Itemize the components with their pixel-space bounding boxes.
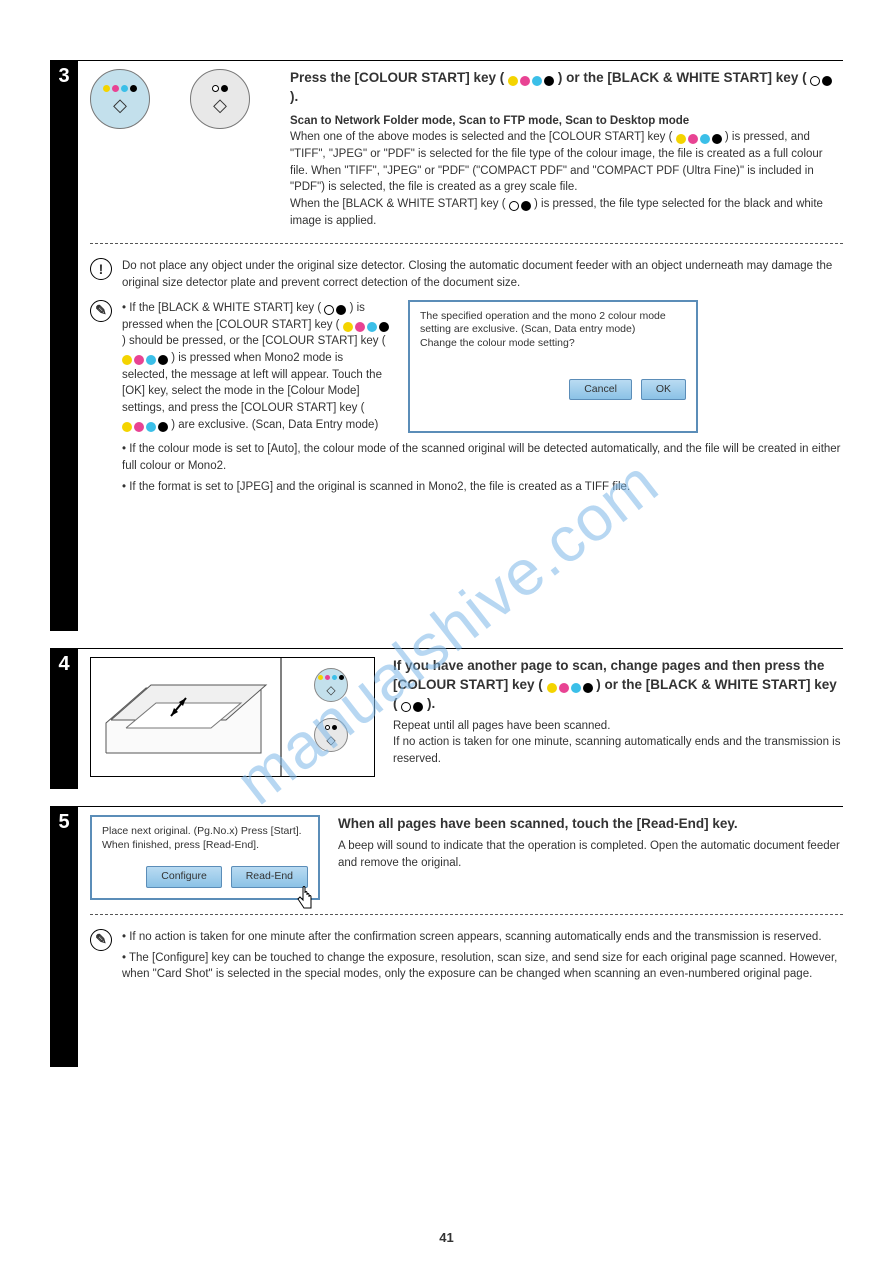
bw-dots-icon xyxy=(324,305,346,315)
caution-text: Do not place any object under the origin… xyxy=(122,258,843,291)
pencil-note: ✎ • If the [BLACK & WHITE START] key ( )… xyxy=(90,300,843,433)
bw-dots-icon xyxy=(810,76,832,86)
ymck-dots-icon xyxy=(547,683,593,693)
divider xyxy=(90,243,843,244)
caution-icon: ! xyxy=(90,258,112,280)
bw-start-button-large: ◇ xyxy=(190,69,250,129)
ymck-dots-icon xyxy=(343,322,389,332)
divider xyxy=(90,914,843,915)
configure-button[interactable]: Configure xyxy=(146,866,222,888)
pencil-note-text: • If the [BLACK & WHITE START] key ( ) i… xyxy=(122,300,392,433)
pencil-note-f: • If the colour mode is set to [Auto], t… xyxy=(122,441,843,474)
step-4: 4 ◇ xyxy=(50,648,843,788)
step5-pencil-b: • The [Configure] key can be touched to … xyxy=(122,950,843,983)
panel-message-2: Change the colour mode setting? xyxy=(420,337,686,351)
colour-start-mini-icon: ◇ xyxy=(314,668,348,702)
step3-sn-body: When one of the above modes is selected … xyxy=(290,129,843,196)
step3-sn-body-b: When the [BLACK & WHITE START] key ( ) i… xyxy=(290,196,843,229)
panel-message-1: The specified operation and the mono 2 c… xyxy=(420,310,686,337)
ymck-dots-icon xyxy=(122,422,168,432)
pencil-icon: ✎ xyxy=(90,300,112,322)
step-3-heading-part1: Press the [COLOUR START] key ( xyxy=(290,70,504,85)
read-end-panel: Place next original. (Pg.No.x) Press [St… xyxy=(90,815,320,900)
page-number: 41 xyxy=(0,1230,893,1245)
step-5-number: 5 xyxy=(50,811,78,834)
hand-cursor-icon xyxy=(292,884,322,914)
ymck-dots-icon xyxy=(508,76,554,86)
ymck-dots-icon xyxy=(676,134,722,144)
step-5: 5 Place next original. (Pg.No.x) Press [… xyxy=(50,806,843,1066)
colour-start-button-large: ◇ xyxy=(90,69,150,129)
pencil-note-g: • If the format is set to [JPEG] and the… xyxy=(122,479,843,496)
caution-note: ! Do not place any object under the orig… xyxy=(90,258,843,291)
cancel-button[interactable]: Cancel xyxy=(569,379,632,401)
scanner-illustration: ◇ ◇ xyxy=(90,657,375,777)
step-4-body: Repeat until all pages have been scanned… xyxy=(393,718,843,735)
step-3-heading-part2: ) or the [BLACK & WHITE START] key ( xyxy=(558,70,807,85)
bw-dots-icon xyxy=(509,201,531,211)
step-5-heading: When all pages have been scanned, touch … xyxy=(338,815,843,834)
step3-sn-heading: Scan to Network Folder mode, Scan to FTP… xyxy=(290,113,843,130)
step-3-heading: Press the [COLOUR START] key ( ) or the … xyxy=(290,69,843,107)
ok-button[interactable]: OK xyxy=(641,379,686,401)
step-4-number: 4 xyxy=(50,653,78,676)
ymck-dots-icon xyxy=(122,355,168,365)
step-4-body2: If no action is taken for one minute, sc… xyxy=(393,734,843,767)
read-end-panel-msg: Place next original. (Pg.No.x) Press [St… xyxy=(102,825,308,852)
bw-dots-icon xyxy=(401,702,423,712)
pencil-note-step5: ✎ • If no action is taken for one minute… xyxy=(90,929,843,983)
bw-start-mini-icon: ◇ xyxy=(314,718,348,752)
touch-panel-dialog: The specified operation and the mono 2 c… xyxy=(408,300,698,433)
step-5-body: A beep will sound to indicate that the o… xyxy=(338,838,843,871)
step-3-heading-part3: ). xyxy=(290,89,298,104)
step5-pencil-a: • If no action is taken for one minute a… xyxy=(122,929,843,946)
step-4-heading: If you have another page to scan, change… xyxy=(393,657,843,714)
pencil-icon: ✎ xyxy=(90,929,112,951)
step-3-number: 3 xyxy=(50,65,78,88)
step-3: 3 ◇ ◇ Press the [COLOUR START] key ( ) o… xyxy=(50,60,843,630)
